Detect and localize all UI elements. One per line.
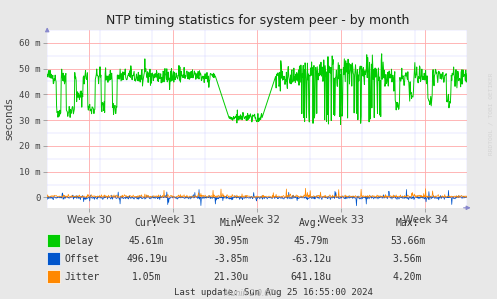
Text: 4.20m: 4.20m <box>393 271 422 282</box>
Text: Offset: Offset <box>65 254 100 264</box>
Text: 45.79m: 45.79m <box>293 236 328 246</box>
Text: Munin 2.0.67: Munin 2.0.67 <box>224 289 273 298</box>
Text: 45.61m: 45.61m <box>129 236 164 246</box>
Text: Jitter: Jitter <box>65 271 100 282</box>
Text: Min:: Min: <box>219 218 243 228</box>
Text: 21.30u: 21.30u <box>214 271 248 282</box>
Text: -3.85m: -3.85m <box>214 254 248 264</box>
Text: 53.66m: 53.66m <box>390 236 425 246</box>
Text: 641.18u: 641.18u <box>290 271 331 282</box>
Text: 3.56m: 3.56m <box>393 254 422 264</box>
Title: NTP timing statistics for system peer - by month: NTP timing statistics for system peer - … <box>105 14 409 27</box>
Text: 496.19u: 496.19u <box>126 254 167 264</box>
Text: RRDTOOL / TOBI OETIKER: RRDTOOL / TOBI OETIKER <box>488 72 493 155</box>
Text: Cur:: Cur: <box>135 218 159 228</box>
Text: Delay: Delay <box>65 236 94 246</box>
Text: 30.95m: 30.95m <box>214 236 248 246</box>
Text: -63.12u: -63.12u <box>290 254 331 264</box>
Y-axis label: seconds: seconds <box>4 97 14 140</box>
Text: Avg:: Avg: <box>299 218 323 228</box>
Text: Last update: Sun Aug 25 16:55:00 2024: Last update: Sun Aug 25 16:55:00 2024 <box>174 288 373 297</box>
Text: 1.05m: 1.05m <box>132 271 162 282</box>
Text: Max:: Max: <box>396 218 419 228</box>
